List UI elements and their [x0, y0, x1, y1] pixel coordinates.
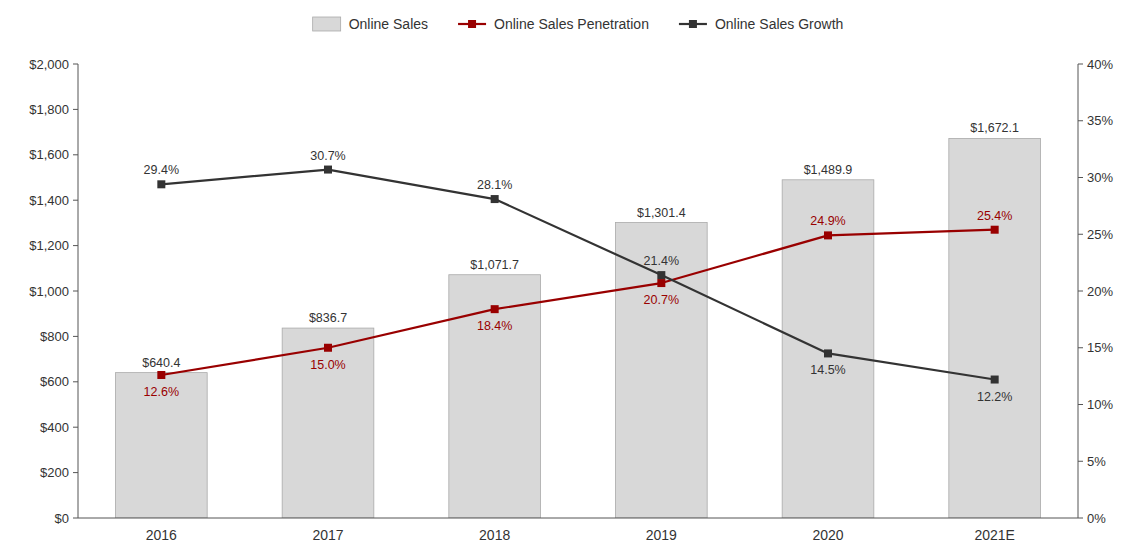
y-tick [73, 518, 78, 519]
y2-tick-label: 25% [1087, 227, 1113, 242]
line [161, 170, 994, 380]
y2-tick-label: 20% [1087, 284, 1113, 299]
legend: Online Sales Online Sales Penetration Onli… [313, 16, 844, 32]
legend-label: Online Sales [349, 16, 428, 32]
y2-tick [1078, 177, 1083, 178]
y-tick-label: $1,800 [29, 102, 69, 117]
x-tick-label: 2021E [974, 527, 1014, 543]
y-tick [73, 381, 78, 382]
marker [991, 376, 999, 384]
y-tick [73, 245, 78, 246]
y-tick-label: $2,000 [29, 57, 69, 72]
line-label: 28.1% [477, 178, 512, 192]
y2-tick [1078, 461, 1083, 462]
marker [824, 231, 832, 239]
y-tick-label: $1,000 [29, 284, 69, 299]
bar-label: $640.4 [142, 356, 180, 370]
line-label: 14.5% [810, 363, 845, 377]
marker [657, 271, 665, 279]
legend-label: Online Sales Penetration [494, 16, 649, 32]
y-tick [73, 154, 78, 155]
bar-label: $836.7 [309, 311, 347, 325]
bar-label: $1,672.1 [970, 121, 1019, 135]
line-label: 21.4% [644, 254, 679, 268]
marker [324, 166, 332, 174]
line-label: 15.0% [310, 358, 345, 372]
y2-tick-label: 5% [1087, 454, 1106, 469]
y2-tick-label: 10% [1087, 397, 1113, 412]
line-label: 18.4% [477, 319, 512, 333]
line-label: 30.7% [310, 149, 345, 163]
legend-item: Online Sales [313, 16, 428, 32]
y2-tick-label: 40% [1087, 57, 1113, 72]
line-label: 12.6% [144, 385, 179, 399]
bar [616, 223, 708, 518]
y-tick-label: $600 [40, 374, 69, 389]
y-tick-label: $1,400 [29, 193, 69, 208]
y-tick-label: $1,200 [29, 238, 69, 253]
bar [782, 180, 874, 518]
marker [157, 180, 165, 188]
bar [282, 328, 374, 518]
y-tick-label: $1,600 [29, 147, 69, 162]
bar-label: $1,071.7 [470, 258, 519, 272]
marker [324, 344, 332, 352]
bar-label: $1,301.4 [637, 206, 686, 220]
y2-tick [1078, 347, 1083, 348]
y-tick-label: $200 [40, 465, 69, 480]
y2-tick [1078, 518, 1083, 519]
y-tick-label: $800 [40, 329, 69, 344]
y2-tick-label: 30% [1087, 170, 1113, 185]
x-tick-label: 2016 [146, 527, 177, 543]
x-tick-label: 2017 [312, 527, 343, 543]
y2-tick-label: 0% [1087, 511, 1106, 526]
x-tick-label: 2019 [646, 527, 677, 543]
y2-tick-label: 35% [1087, 113, 1113, 128]
bar [449, 275, 541, 518]
legend-swatch [313, 17, 341, 31]
y-tick [73, 336, 78, 337]
plot-area [116, 138, 1041, 518]
data-labels: $640.4 $836.7 $1,071.7 $1,301.4 $1,489.9 $1,6… [142, 121, 1019, 403]
marker [657, 279, 665, 287]
y-tick-label: $0 [55, 511, 69, 526]
legend-marker [468, 20, 476, 28]
legend-marker [689, 20, 697, 28]
bar [949, 138, 1041, 518]
y2-tick [1078, 404, 1083, 405]
y-tick [73, 64, 78, 65]
axes: $0 $200 $400 $600 $800 $1,000 $1,200 $1,400 $1,6… [29, 57, 1113, 544]
y-tick [73, 109, 78, 110]
marker [157, 371, 165, 379]
line-label: 29.4% [144, 163, 179, 177]
y-tick [73, 427, 78, 428]
y-tick [73, 472, 78, 473]
y-tick [73, 200, 78, 201]
y2-tick [1078, 291, 1083, 292]
bar [116, 373, 208, 518]
y2-tick [1078, 234, 1083, 235]
marker [991, 226, 999, 234]
line-label: 12.2% [977, 390, 1012, 404]
x-tick-label: 2020 [812, 527, 843, 543]
x-tick-label: 2018 [479, 527, 510, 543]
marker [824, 349, 832, 357]
marker [491, 305, 499, 313]
line [161, 230, 994, 375]
legend-item: Online Sales Growth [679, 16, 843, 32]
bar-label: $1,489.9 [804, 163, 853, 177]
y2-tick-label: 15% [1087, 340, 1113, 355]
x-axis-line [78, 518, 1078, 519]
legend-item: Online Sales Penetration [458, 16, 649, 32]
chart: $640.4 $836.7 $1,071.7 $1,301.4 $1,489.9 $1,6… [0, 0, 1140, 560]
y2-tick [1078, 120, 1083, 121]
legend-label: Online Sales Growth [715, 16, 843, 32]
y2-tick [1078, 64, 1083, 65]
y-tick-label: $400 [40, 420, 69, 435]
line-label: 24.9% [810, 214, 845, 228]
marker [491, 195, 499, 203]
line-label: 25.4% [977, 209, 1012, 223]
line-label: 20.7% [644, 293, 679, 307]
y-tick [73, 291, 78, 292]
